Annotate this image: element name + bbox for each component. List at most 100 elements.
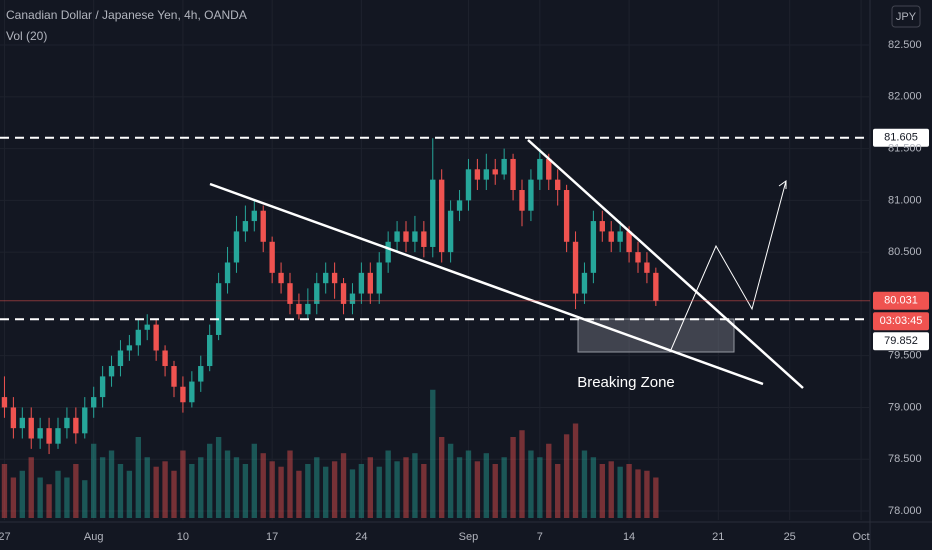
y-tick-label: 80.500 — [888, 246, 922, 258]
indicator-label: Vol (20) — [6, 29, 47, 43]
volume-bar — [73, 464, 79, 518]
candle-body — [305, 303, 311, 315]
candle-body — [323, 272, 329, 284]
candle-body — [439, 179, 445, 253]
y-tick-label: 79.000 — [888, 401, 922, 413]
volume-bar — [367, 457, 373, 518]
last-price-box — [873, 291, 929, 310]
volume-bar — [171, 470, 177, 518]
candle-body — [653, 272, 659, 301]
volume-bar — [456, 457, 463, 518]
volume-bar — [269, 461, 275, 518]
candle-body — [1, 397, 8, 408]
volume-bar — [135, 437, 141, 518]
volume-bar — [55, 470, 61, 518]
volume-bar — [207, 443, 213, 518]
volume-bar — [412, 453, 418, 518]
volume-bar — [590, 457, 597, 518]
candle-body — [171, 366, 177, 387]
x-tick-label: Sep — [459, 531, 479, 543]
candle-body — [385, 241, 391, 263]
volume-bar — [483, 453, 489, 518]
candle-body — [19, 417, 25, 429]
volume-bar — [108, 450, 115, 518]
candle-body — [108, 366, 115, 377]
volume-bar — [260, 453, 266, 518]
volume-bar — [305, 464, 311, 518]
candle-body — [447, 210, 454, 253]
candle-body — [528, 179, 534, 211]
candle-body — [358, 272, 365, 294]
volume-bar — [510, 437, 516, 518]
x-tick-label: 7 — [537, 531, 543, 543]
currency-label[interactable]: JPY — [896, 11, 917, 23]
candle-body — [82, 407, 88, 434]
volume-bar — [403, 457, 409, 518]
volume-bar — [1, 464, 8, 518]
candle-body — [510, 158, 516, 191]
candle-body — [117, 350, 124, 367]
currency-button[interactable] — [891, 5, 921, 28]
y-tick-label: 78.500 — [888, 453, 922, 465]
volume-bar — [91, 443, 97, 518]
x-tick-label: 17 — [266, 531, 278, 543]
trendline — [209, 182, 764, 386]
trendline — [527, 139, 804, 389]
volume-bar — [465, 450, 472, 518]
volume-bar — [153, 466, 159, 518]
volume-bar — [198, 457, 204, 518]
volume-bar — [653, 477, 659, 518]
volume-bar — [19, 470, 25, 518]
candle-body — [644, 262, 650, 273]
candle-body — [180, 386, 186, 403]
candle-body — [617, 231, 623, 242]
volume-bar — [563, 434, 570, 518]
candle-body — [269, 241, 275, 273]
candle-body — [581, 272, 588, 294]
candle-body — [126, 345, 133, 351]
volume-bar — [37, 477, 43, 518]
candle-body — [483, 169, 489, 180]
candle-body — [37, 428, 43, 439]
volume-bar — [528, 450, 534, 518]
volume-bar — [28, 457, 34, 518]
candle-body — [135, 329, 141, 346]
volume-bar — [99, 457, 106, 518]
candle-body — [376, 262, 382, 294]
candle-body — [456, 200, 463, 211]
volume-bar — [224, 450, 231, 518]
candle-body — [215, 283, 222, 335]
volume-bar — [644, 470, 650, 518]
candle-body — [626, 231, 632, 253]
candle-body — [412, 231, 418, 242]
volume-bar — [314, 457, 320, 518]
candle-body — [394, 231, 400, 242]
breaking-zone — [577, 318, 735, 353]
candle-body — [278, 272, 284, 284]
x-tick-label: 27 — [0, 531, 11, 543]
candle-body — [242, 221, 249, 232]
candle-body — [608, 231, 614, 242]
candle-body — [519, 190, 525, 211]
volume-bar — [189, 464, 195, 518]
candle-body — [162, 350, 168, 367]
volume-bar — [296, 470, 302, 518]
volume-bar — [492, 464, 498, 518]
candle-body — [287, 283, 293, 304]
volume-bar — [46, 484, 52, 518]
volume-bar — [331, 461, 338, 518]
volume-bar — [358, 464, 365, 518]
volume-bar — [555, 464, 561, 518]
candle-body — [367, 272, 373, 294]
projection-path — [669, 180, 787, 353]
volume-bar — [546, 443, 552, 518]
y-tick-label: 79.500 — [888, 350, 922, 362]
volume-bar — [581, 450, 588, 518]
volume-bar — [233, 457, 240, 518]
volume-bar — [537, 457, 543, 518]
volume-bar — [376, 466, 382, 518]
last-price-label: 80.031 — [884, 295, 918, 307]
candle-body — [635, 252, 641, 263]
y-tick-label: 81.500 — [888, 142, 922, 154]
volume-bar — [447, 443, 454, 518]
